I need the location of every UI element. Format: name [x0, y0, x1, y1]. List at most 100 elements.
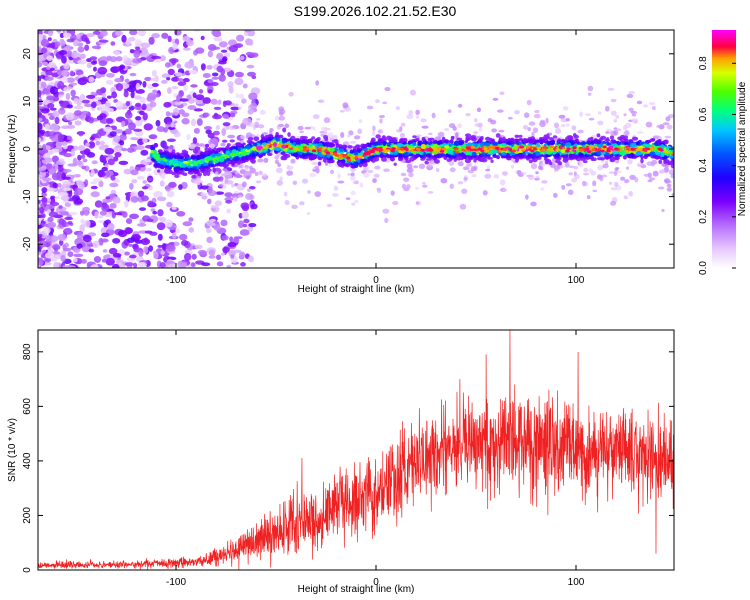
- spectrogram-cell: [142, 180, 148, 184]
- spectrogram-cell: [656, 124, 660, 128]
- spectrogram-cell: [256, 146, 262, 151]
- spectrogram-cell: [44, 252, 55, 259]
- spectrogram-cell: [353, 135, 361, 140]
- spectrogram-cell: [262, 149, 267, 153]
- spectrogram-cell: [634, 176, 639, 183]
- spectrogram-cell: [247, 188, 251, 192]
- spectrogram-cell: [554, 159, 561, 164]
- spectrogram-cell: [237, 146, 241, 152]
- spectrogram-cell: [276, 180, 283, 186]
- spectrogram-cell: [382, 135, 386, 140]
- spectrogram-cell: [218, 41, 228, 48]
- spectrogram-cell: [232, 125, 239, 129]
- spectrogram-cell: [634, 120, 638, 124]
- spectrogram-cell: [200, 185, 210, 190]
- spectrogram-cell: [207, 50, 214, 58]
- spectrogram-cell: [382, 208, 390, 214]
- spectrogram-cell: [41, 108, 50, 114]
- spectrogram-cell: [237, 220, 245, 229]
- spectrogram-cell: [57, 80, 65, 89]
- spectrogram-cell: [535, 171, 539, 175]
- spectrogram-cell: [57, 133, 65, 142]
- spectrogram-cell: [104, 106, 111, 112]
- spectrogram-cell: [196, 118, 203, 126]
- spectrogram-cell: [214, 171, 219, 175]
- spectrogram-cell: [501, 142, 507, 147]
- spectrogram-cell: [183, 47, 191, 51]
- spectrogram-cell: [59, 107, 65, 111]
- spectrogram-cell: [94, 200, 103, 208]
- spectrogram-cell: [67, 197, 77, 202]
- spectrogram-cell: [242, 117, 252, 126]
- spectrogram-peak: [527, 148, 533, 151]
- spectrogram-cell: [45, 76, 54, 81]
- spectrogram-peak: [391, 147, 396, 151]
- spectrogram-cell: [63, 168, 72, 173]
- spectrogram-cell: [528, 121, 536, 126]
- spectrogram-peak: [415, 147, 421, 151]
- spectrogram-y-tick-label: -10: [22, 189, 33, 204]
- spectrogram-cell: [101, 203, 110, 212]
- spectrogram-cell: [75, 160, 83, 166]
- spectrogram-cell: [78, 132, 84, 137]
- spectrogram-cell: [159, 262, 166, 268]
- spectrogram-cell: [50, 195, 56, 200]
- spectrogram-cell: [429, 140, 433, 144]
- spectrogram-cell: [226, 208, 232, 214]
- spectrogram-cell: [55, 140, 63, 149]
- spectrogram-peak: [346, 156, 351, 160]
- spectrogram-cell: [353, 151, 359, 156]
- spectrogram-cell: [233, 174, 243, 179]
- spectrogram-cell: [349, 140, 357, 144]
- spectrogram-cell: [552, 192, 558, 198]
- spectrogram-cell: [115, 83, 124, 92]
- spectrogram-cell: [180, 152, 185, 156]
- spectrogram-cell: [49, 115, 55, 121]
- spectrogram-cell: [234, 77, 244, 86]
- spectrogram-cell: [415, 201, 420, 205]
- spectrogram-cell: [585, 113, 591, 117]
- spectrogram-cell: [183, 77, 190, 83]
- spectrogram-cell: [155, 58, 162, 63]
- spectrogram-cell: [434, 159, 440, 164]
- spectrogram-cell: [221, 139, 228, 143]
- spectrogram-cell: [203, 112, 210, 117]
- spectrogram-cell: [561, 184, 566, 190]
- spectrogram-cell: [137, 261, 147, 268]
- spectrogram-cell: [647, 172, 652, 178]
- spectrogram-cell: [105, 79, 114, 85]
- snr-y-tick-label: 800: [22, 343, 33, 360]
- spectrogram-cell: [135, 116, 142, 121]
- spectrogram-cell: [105, 170, 110, 178]
- spectrogram-cell: [613, 129, 619, 136]
- spectrogram-cell: [135, 164, 146, 168]
- spectrogram-cell: [219, 179, 224, 182]
- spectrogram-cell: [165, 151, 170, 156]
- spectrogram-peak: [433, 147, 438, 151]
- spectrogram-peak: [565, 149, 570, 153]
- spectrogram-cell: [133, 128, 143, 132]
- spectrogram-cell: [664, 139, 669, 145]
- spectrogram-cell: [148, 134, 158, 140]
- spectrogram-cell: [94, 211, 99, 219]
- spectrogram-cell: [66, 38, 75, 43]
- spectrogram-cell: [615, 170, 622, 174]
- spectrogram-cell: [418, 163, 426, 170]
- spectrogram-cell: [201, 195, 208, 200]
- spectrogram-cell: [144, 76, 152, 82]
- spectrogram-cell: [408, 140, 413, 144]
- spectrogram-cell: [81, 165, 87, 170]
- spectrogram-cell: [444, 139, 450, 144]
- spectrogram-cell: [47, 62, 57, 68]
- spectrogram-cell: [254, 121, 260, 127]
- spectrogram-cell: [286, 170, 294, 176]
- spectrogram-cell: [262, 173, 267, 177]
- spectrogram-cell: [173, 101, 182, 106]
- spectrogram-cell: [195, 94, 205, 101]
- spectrogram-cell: [106, 72, 115, 78]
- spectrogram-cell: [255, 180, 262, 184]
- spectrogram-cell: [262, 146, 269, 150]
- spectrogram-cell: [56, 30, 62, 33]
- spectrogram-cell: [207, 150, 213, 155]
